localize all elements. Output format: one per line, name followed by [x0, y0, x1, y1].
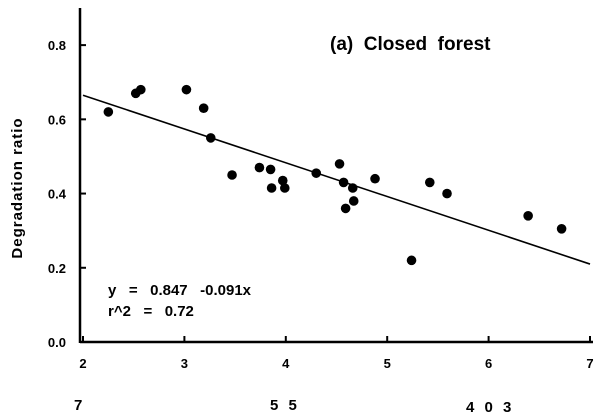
data-point — [181, 84, 192, 95]
data-point — [424, 177, 435, 188]
data-point — [254, 162, 265, 173]
data-point — [370, 173, 380, 184]
x-ticks: 2 3 4 5 6 7 — [79, 336, 594, 371]
footer-label-3: 4 0 3 — [466, 399, 514, 416]
x-tick-label: 2 — [79, 356, 86, 371]
data-point — [406, 255, 417, 266]
r-squared-label: r^2 = 0.72 — [108, 303, 194, 320]
y-axis-label-group: Degradation ratio — [9, 117, 26, 258]
data-point — [266, 183, 277, 193]
data-point — [334, 159, 345, 169]
regression-line — [82, 94, 591, 265]
y-tick-label: 0.6 — [48, 112, 66, 127]
x-tick-label: 5 — [384, 356, 391, 371]
data-point — [348, 196, 359, 206]
data-point — [135, 84, 146, 95]
x-tick-label: 6 — [485, 356, 492, 371]
y-tick-label: 0.4 — [48, 187, 67, 202]
y-tick-label: 0.2 — [48, 261, 66, 276]
data-points — [103, 84, 567, 266]
data-point — [227, 170, 237, 180]
y-tick-label: 0.0 — [48, 335, 66, 350]
x-tick-label: 7 — [586, 356, 593, 371]
data-point — [103, 107, 114, 117]
data-point — [311, 168, 322, 178]
data-point — [205, 133, 216, 143]
x-tick-label: 3 — [181, 356, 188, 371]
y-tick-label: 0.8 — [48, 38, 66, 53]
footer-label-1: 7 — [74, 397, 85, 414]
x-tick-label: 4 — [282, 356, 290, 371]
chart-title: (a) Closed forest — [330, 34, 491, 55]
data-point — [277, 175, 288, 186]
data-point — [338, 177, 349, 188]
data-point — [523, 211, 533, 221]
data-point — [556, 224, 567, 234]
data-point — [198, 103, 209, 113]
regression-equation: y = 0.847 -0.091x — [108, 282, 252, 299]
data-point — [279, 183, 290, 193]
y-axis-label: Degradation ratio — [9, 117, 26, 258]
data-point — [340, 203, 351, 214]
data-point — [347, 183, 358, 193]
data-point — [442, 188, 452, 199]
data-point — [265, 164, 276, 175]
footer-label-2: 5 5 — [270, 397, 300, 414]
y-ticks: 0.0 0.2 0.4 0.6 0.8 — [48, 38, 86, 350]
